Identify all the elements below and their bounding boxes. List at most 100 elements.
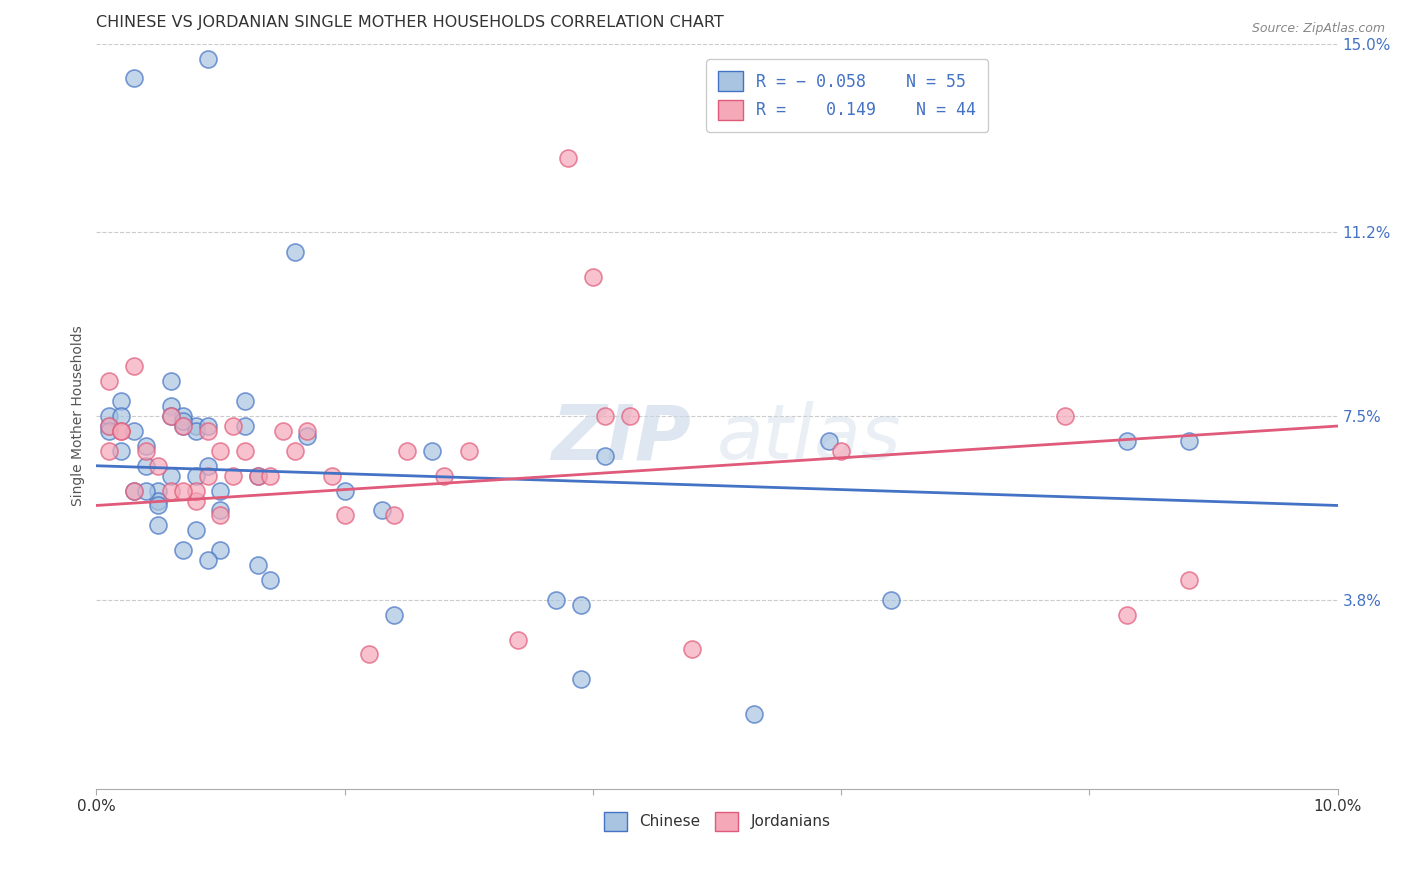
Point	[209, 503, 232, 517]
Point	[1115, 607, 1137, 622]
Point	[209, 508, 232, 523]
Point	[569, 673, 592, 687]
Point	[135, 439, 157, 453]
Point	[333, 508, 356, 523]
Point	[135, 483, 157, 498]
Point	[433, 468, 456, 483]
Point	[122, 483, 145, 498]
Point	[371, 503, 394, 517]
Point	[184, 424, 207, 438]
Point	[284, 245, 307, 260]
Point	[209, 443, 232, 458]
Point	[172, 409, 194, 423]
Point	[184, 483, 207, 498]
Point	[619, 409, 641, 423]
Point	[148, 518, 170, 533]
Point	[382, 607, 405, 622]
Point	[544, 592, 567, 607]
Point	[817, 434, 839, 448]
Point	[172, 414, 194, 428]
Point	[209, 543, 232, 558]
Point	[508, 632, 530, 647]
Point	[97, 375, 120, 389]
Point	[297, 424, 319, 438]
Point	[172, 543, 194, 558]
Point	[1178, 573, 1201, 587]
Point	[197, 419, 219, 434]
Point	[197, 424, 219, 438]
Point	[1053, 409, 1076, 423]
Point	[184, 468, 207, 483]
Point	[395, 443, 418, 458]
Text: Source: ZipAtlas.com: Source: ZipAtlas.com	[1251, 22, 1385, 36]
Point	[184, 419, 207, 434]
Point	[297, 429, 319, 443]
Text: ZIP: ZIP	[553, 401, 692, 475]
Point	[122, 359, 145, 374]
Point	[122, 483, 145, 498]
Point	[382, 508, 405, 523]
Point	[1115, 434, 1137, 448]
Point	[271, 424, 294, 438]
Point	[97, 443, 120, 458]
Point	[246, 468, 269, 483]
Point	[160, 409, 183, 423]
Point	[333, 483, 356, 498]
Legend: Chinese, Jordanians: Chinese, Jordanians	[598, 805, 837, 837]
Point	[122, 424, 145, 438]
Point	[259, 573, 281, 587]
Point	[160, 483, 183, 498]
Point	[595, 449, 617, 463]
Text: CHINESE VS JORDANIAN SINGLE MOTHER HOUSEHOLDS CORRELATION CHART: CHINESE VS JORDANIAN SINGLE MOTHER HOUSE…	[97, 15, 724, 30]
Point	[880, 592, 903, 607]
Point	[259, 468, 281, 483]
Point	[122, 71, 145, 86]
Point	[233, 443, 256, 458]
Point	[246, 558, 269, 572]
Point	[97, 409, 120, 423]
Point	[97, 424, 120, 438]
Point	[222, 468, 245, 483]
Point	[359, 648, 381, 662]
Point	[110, 443, 132, 458]
Point	[97, 419, 120, 434]
Point	[148, 458, 170, 473]
Point	[233, 394, 256, 409]
Point	[160, 409, 183, 423]
Point	[135, 458, 157, 473]
Point	[582, 270, 605, 285]
Point	[172, 419, 194, 434]
Point	[321, 468, 343, 483]
Point	[420, 443, 443, 458]
Point	[148, 483, 170, 498]
Point	[457, 443, 479, 458]
Point	[172, 419, 194, 434]
Point	[233, 419, 256, 434]
Point	[110, 424, 132, 438]
Point	[148, 499, 170, 513]
Point	[160, 399, 183, 413]
Point	[172, 483, 194, 498]
Point	[197, 52, 219, 66]
Point	[197, 468, 219, 483]
Y-axis label: Single Mother Households: Single Mother Households	[72, 326, 86, 507]
Point	[284, 443, 307, 458]
Point	[830, 443, 852, 458]
Point	[97, 419, 120, 434]
Point	[184, 493, 207, 508]
Point	[110, 424, 132, 438]
Text: atlas: atlas	[717, 401, 901, 475]
Point	[246, 468, 269, 483]
Point	[681, 642, 703, 657]
Point	[110, 394, 132, 409]
Point	[569, 598, 592, 612]
Point	[557, 151, 579, 165]
Point	[1178, 434, 1201, 448]
Point	[135, 443, 157, 458]
Point	[148, 493, 170, 508]
Point	[184, 524, 207, 538]
Point	[110, 409, 132, 423]
Point	[742, 706, 765, 721]
Point	[197, 458, 219, 473]
Point	[197, 553, 219, 567]
